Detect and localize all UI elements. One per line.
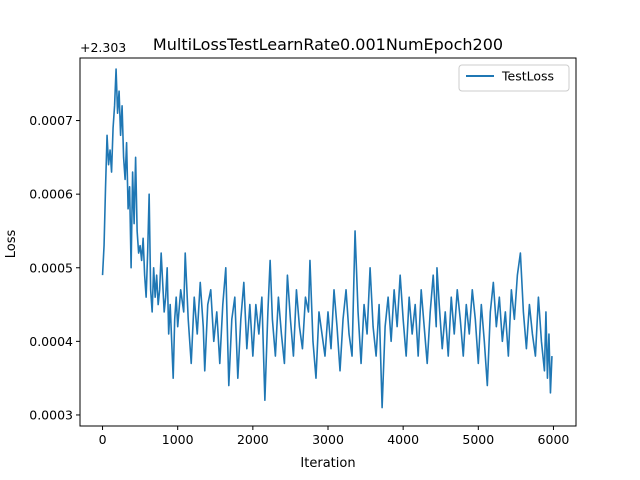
y-axis-label: Loss bbox=[4, 230, 19, 259]
y-offset-label: +2.303 bbox=[80, 40, 126, 55]
x-tick-label: 1000 bbox=[162, 432, 194, 447]
y-tick-label: 0.0003 bbox=[29, 407, 73, 422]
x-axis-label: Iteration bbox=[300, 456, 355, 471]
x-tick-label: 3000 bbox=[312, 432, 344, 447]
x-tick-label: 4000 bbox=[387, 432, 419, 447]
x-tick-label: 5000 bbox=[462, 432, 494, 447]
series-line-testloss bbox=[101, 68, 553, 409]
legend-label-testloss: TestLoss bbox=[501, 69, 554, 84]
y-tick-label: 0.0006 bbox=[29, 187, 73, 202]
chart-title: MultiLossTestLearnRate0.001NumEpoch200 bbox=[153, 35, 503, 54]
legend: TestLoss bbox=[458, 64, 570, 92]
x-tick-label: 6000 bbox=[538, 432, 570, 447]
y-tick-label: 0.0005 bbox=[29, 260, 73, 275]
y-tick-label: 0.0007 bbox=[29, 113, 73, 128]
plot-area: 0 1000 2000 3000 4000 5000 6000 0.0003 0.0004 0.0… bbox=[29, 57, 577, 447]
y-tick-label: 0.0004 bbox=[29, 334, 73, 349]
legend-box bbox=[458, 64, 570, 92]
x-tick-label: 0 bbox=[99, 432, 107, 447]
x-tick-label: 2000 bbox=[237, 432, 269, 447]
